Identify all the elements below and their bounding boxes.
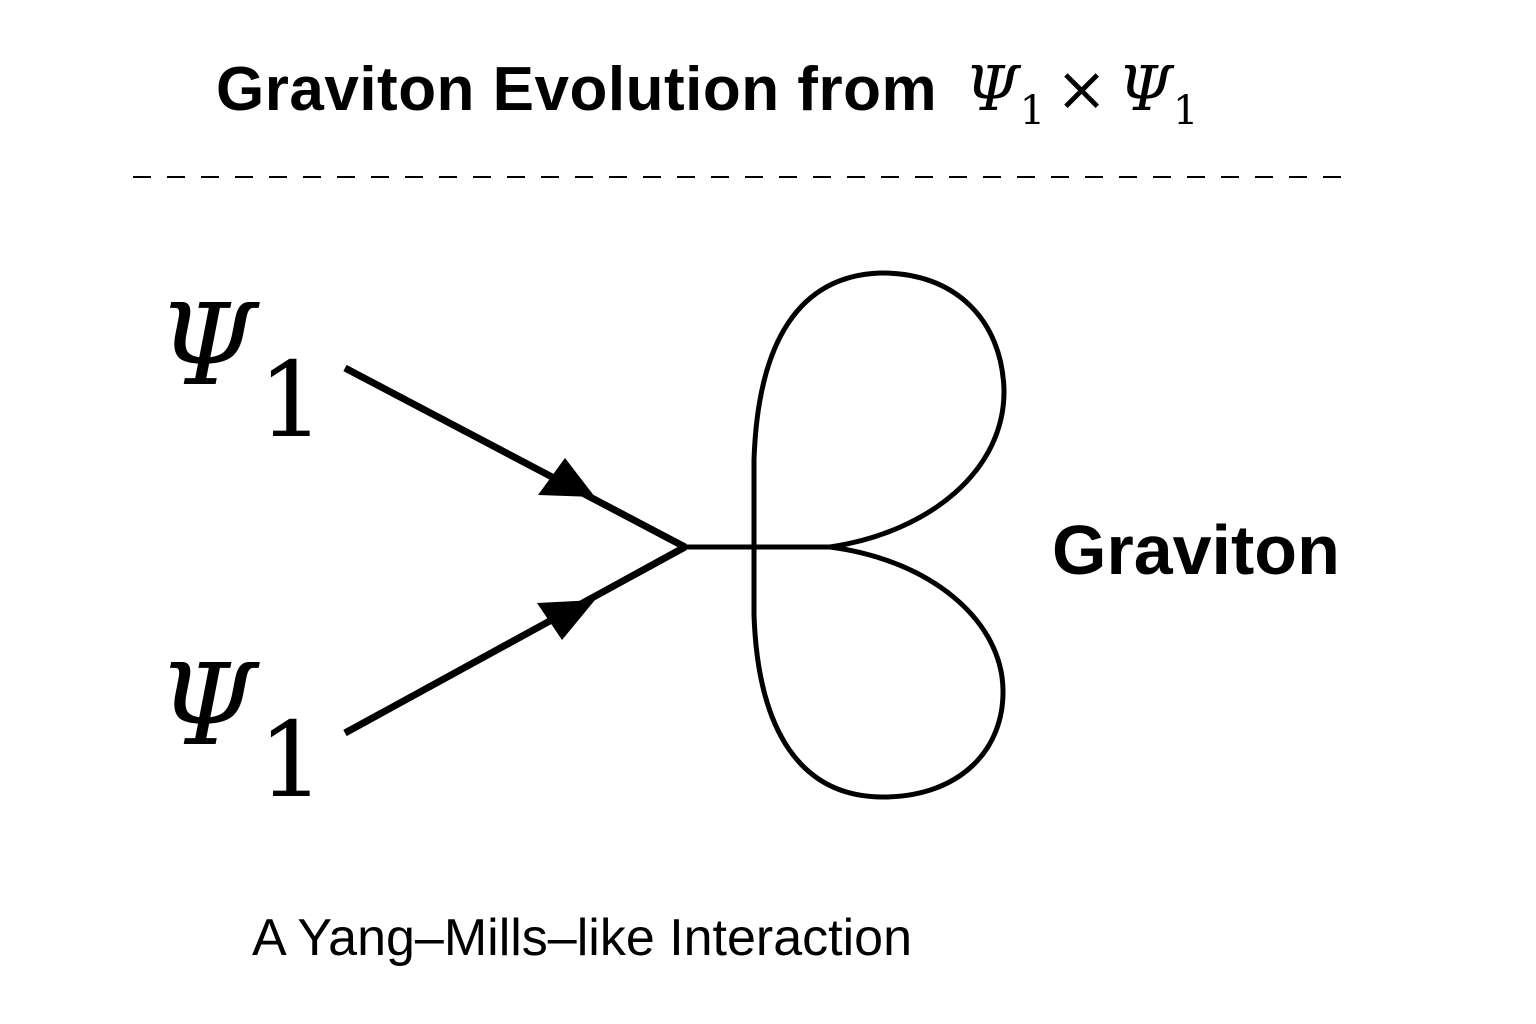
- title-operator: ×: [1055, 52, 1109, 125]
- incoming-particle-bottom-label: Ψ1: [158, 650, 324, 812]
- title-rhs-subscript: 1: [1172, 88, 1199, 134]
- psi-subscript: 1: [258, 339, 325, 461]
- title-lhs-symbol: Ψ: [964, 52, 1020, 125]
- title-text: Graviton Evolution from: [216, 55, 938, 124]
- psi-subscript: 1: [258, 699, 325, 821]
- incoming-line-top: [343, 364, 687, 551]
- incoming-line-bottom: [343, 543, 687, 737]
- arrow-head-top: [538, 458, 595, 497]
- graviton-label: Graviton: [1052, 511, 1340, 589]
- graviton-loop: [751, 270, 1007, 800]
- diagram-caption: A Yang–Mills–like Interaction: [252, 909, 913, 967]
- arrow-head-bottom: [537, 600, 595, 640]
- psi-symbol: Ψ: [158, 281, 257, 411]
- psi-symbol: Ψ: [158, 641, 257, 771]
- title-rhs-symbol: Ψ: [1118, 52, 1173, 125]
- title-lhs-subscript: 1: [1019, 88, 1046, 134]
- incoming-particle-top-label: Ψ1: [158, 290, 324, 452]
- diagram-title: Graviton Evolution from Ψ1 × Ψ1: [216, 52, 1199, 134]
- title-math: Ψ1 × Ψ1: [964, 52, 1199, 134]
